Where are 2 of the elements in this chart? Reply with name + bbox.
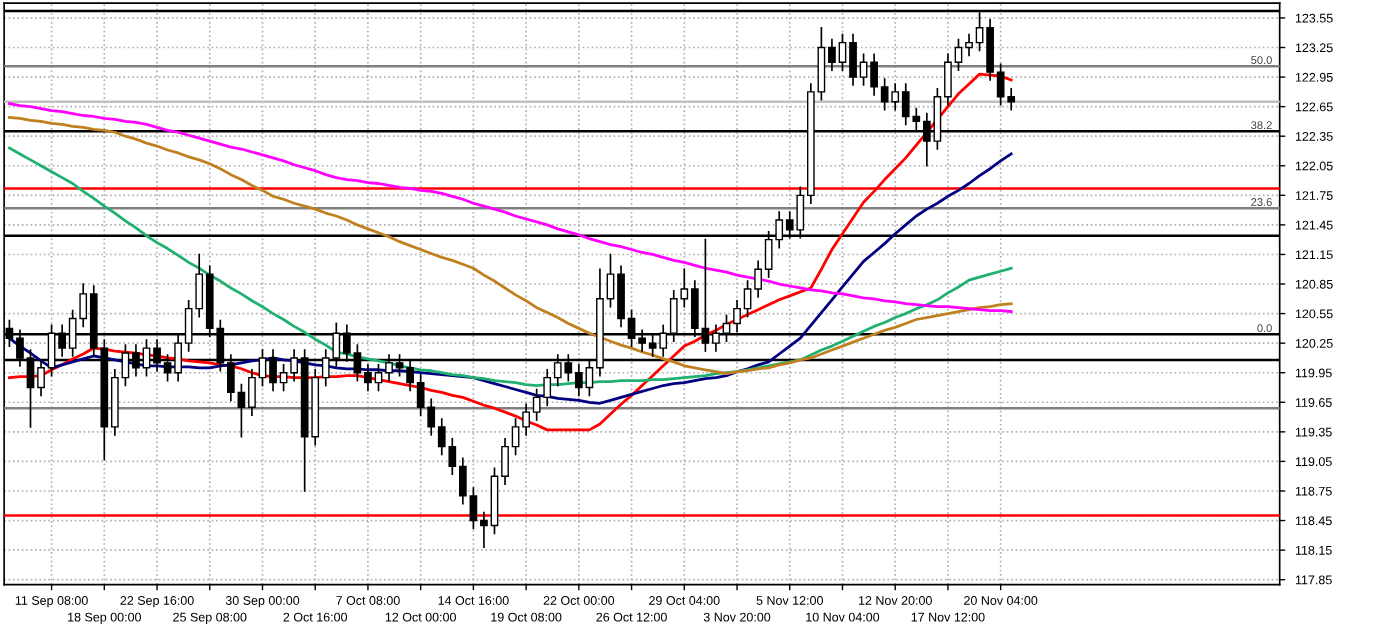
line-series — [8, 102, 1013, 314]
line-series — [8, 116, 1013, 376]
